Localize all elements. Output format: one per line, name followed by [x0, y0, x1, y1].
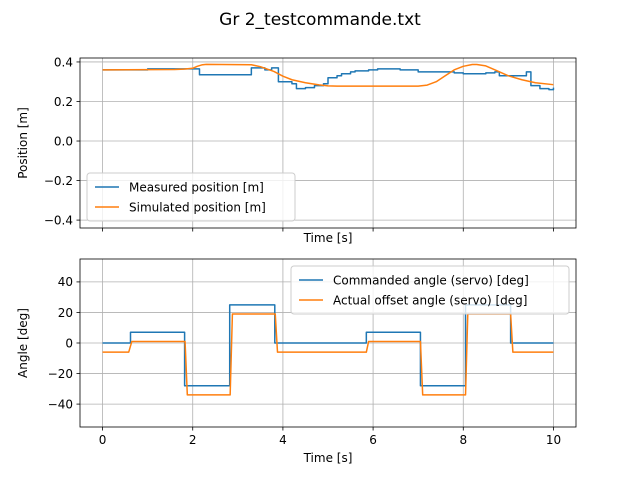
- y-tick-label: −20: [48, 367, 73, 381]
- axes-frame: [79, 57, 577, 229]
- x-tick-label: 8: [459, 433, 467, 447]
- angle-axes: 0 2 4 6 8 10 −40 −20 0 20 40 Time [s] Angle [deg] Com…: [16, 258, 577, 465]
- y-tick-label: 0.4: [54, 55, 73, 69]
- y-tick-label: 0: [65, 336, 73, 350]
- y-axis-label: Angle [deg]: [16, 308, 30, 378]
- legend-label: Commanded angle (servo) [deg]: [333, 273, 529, 287]
- x-axis-label: Time [s]: [303, 231, 353, 245]
- legend-box: [290, 265, 570, 315]
- legend: Measured position [m] Simulated position …: [86, 172, 296, 222]
- x-axis-label: Time [s]: [303, 451, 353, 465]
- y-tick-label: 0.0: [54, 134, 73, 148]
- y-tick-label: −0.2: [44, 174, 73, 188]
- legend-box: [86, 172, 296, 222]
- x-tick-label: 0: [99, 433, 107, 447]
- legend-label: Simulated position [m]: [129, 200, 266, 214]
- y-tick-label: 40: [58, 275, 73, 289]
- y-axis-label: Position [m]: [16, 107, 30, 179]
- legend-label: Actual offset angle (servo) [deg]: [333, 293, 527, 307]
- x-tick-label: 4: [279, 433, 287, 447]
- x-tick-label: 6: [369, 433, 377, 447]
- series-line-orange: [102, 63, 554, 87]
- x-tick-label: 2: [189, 433, 197, 447]
- figure-title: Gr 2_testcommande.txt: [219, 10, 421, 30]
- y-tick-label: −40: [48, 397, 73, 411]
- y-tick-label: 20: [58, 306, 73, 320]
- legend: Commanded angle (servo) [deg] Actual offs…: [290, 265, 570, 315]
- x-tick-label: 10: [546, 433, 561, 447]
- y-tick-label: 0.2: [54, 95, 73, 109]
- y-tick-label: −0.4: [44, 213, 73, 227]
- legend-label: Measured position [m]: [129, 180, 264, 194]
- position-axes: −0.4 −0.2 0.0 0.2 0.4 Time [s] Position [m] Mea…: [16, 55, 577, 245]
